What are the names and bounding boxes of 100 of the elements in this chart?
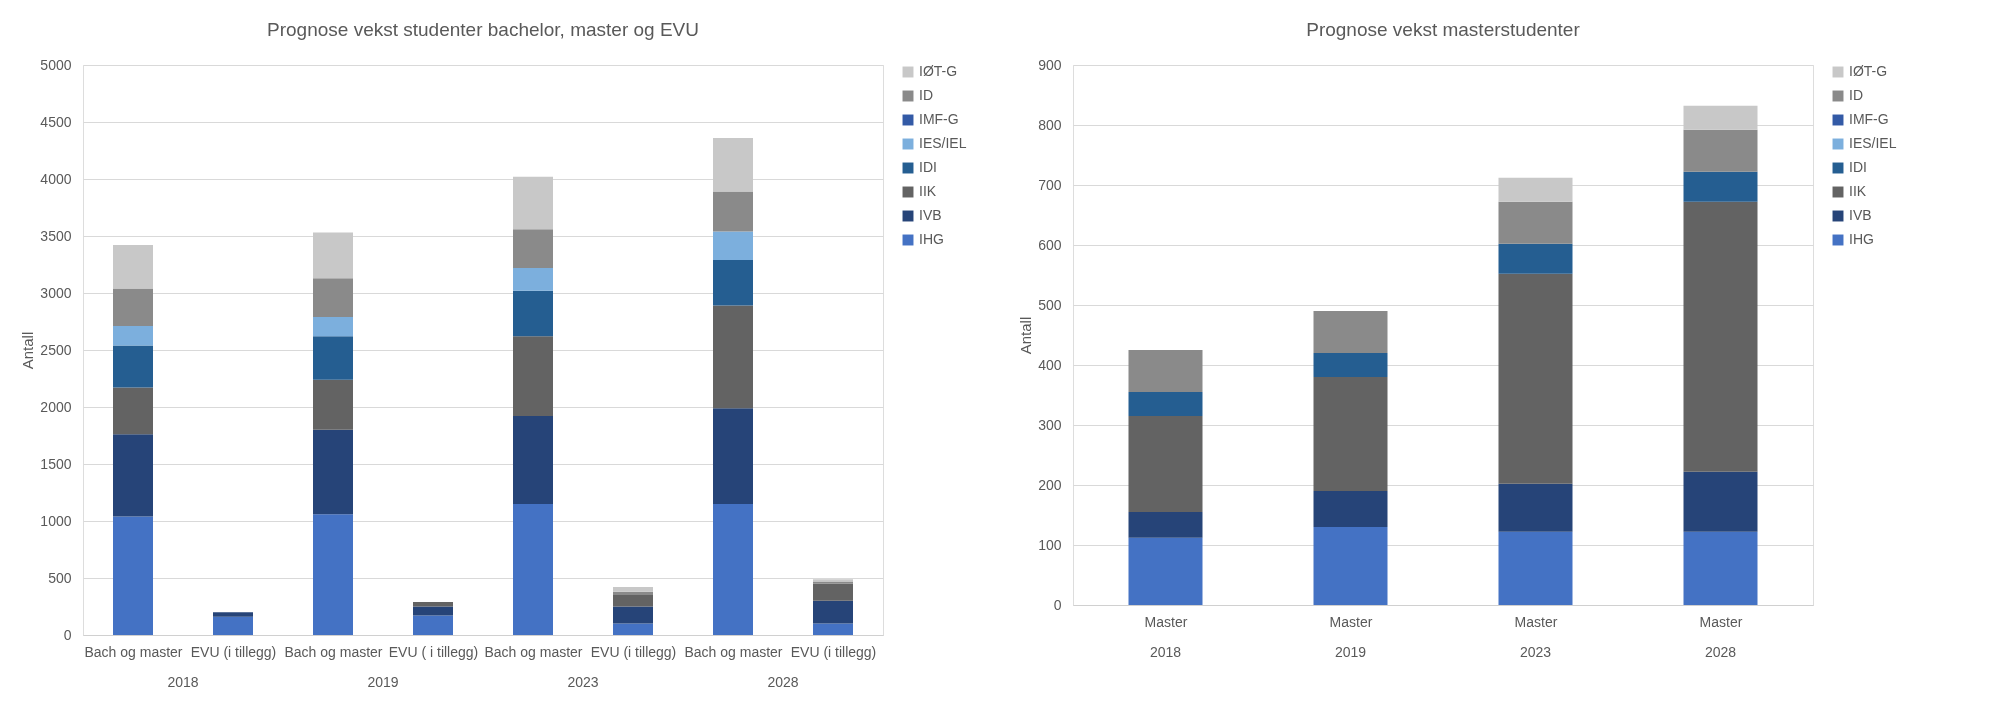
legend-label: IVB (919, 207, 942, 223)
bar (713, 305, 753, 409)
y-tick-label: 300 (1038, 416, 1062, 433)
bar (413, 606, 453, 616)
y-tick-label: 700 (1038, 176, 1062, 193)
legend-label: IVB (1849, 207, 1872, 223)
text: 2028 (767, 674, 799, 690)
bar (613, 623, 653, 635)
bar (513, 416, 553, 504)
legend-label: IDI (1849, 159, 1867, 175)
x-tick-label: Bach og master (84, 643, 183, 660)
legend-label: IIK (919, 183, 937, 199)
bar (113, 345, 153, 388)
legend-label: IES/IEL (919, 135, 967, 151)
bar (713, 137, 753, 192)
x-tick-label: Master (1329, 613, 1373, 630)
bar (313, 514, 353, 635)
y-tick-label: 800 (1038, 116, 1062, 133)
x-tick-label: Master (1144, 613, 1188, 630)
legend-label: IDI (919, 159, 937, 175)
y-tick-label: 100 (1038, 536, 1062, 553)
y-tick-label: 200 (1038, 476, 1062, 493)
bar (1498, 177, 1573, 202)
bar (713, 408, 753, 504)
y-tick-label: 0 (63, 626, 72, 643)
bar (513, 176, 553, 230)
bar (513, 503, 553, 635)
bar (613, 587, 653, 592)
bar (1128, 537, 1203, 605)
bar (1128, 512, 1203, 538)
legend-label: ID (1849, 87, 1863, 103)
x-tick-label: EVU (i tillegg) (190, 643, 277, 660)
legend-label: IØT-G (919, 63, 958, 79)
x-tick-label: EVU ( i tillegg) (388, 643, 479, 660)
y-axis-title: Antall (19, 331, 37, 370)
y-tick-label: 1000 (40, 512, 72, 529)
legend-label: IIK (1849, 183, 1867, 199)
bar (113, 288, 153, 327)
bar (813, 583, 853, 601)
text: 2019 (367, 674, 399, 690)
x-tick-label: Master (1514, 613, 1558, 630)
y-axis-title: Antall (1017, 316, 1035, 355)
legend-label: IHG (1849, 231, 1874, 247)
legend-label: IMF-G (919, 111, 959, 127)
bar (813, 623, 853, 635)
bar (1313, 491, 1388, 527)
text: 2023 (1519, 644, 1552, 660)
text: 2018 (1149, 644, 1182, 660)
y-tick-label: 500 (48, 569, 72, 586)
legend-label: IES/IEL (1849, 135, 1897, 151)
y-tick-label: 0 (1053, 596, 1062, 613)
bar (213, 616, 253, 635)
bar (113, 245, 153, 289)
bar (313, 278, 353, 317)
bar (613, 595, 653, 607)
legend-label: IHG (919, 231, 944, 247)
bar (313, 429, 353, 515)
bar (1498, 531, 1573, 605)
legend-label: IMF-G (1849, 111, 1889, 127)
bar (413, 601, 453, 607)
y-tick-label: 1500 (40, 455, 72, 472)
bar (413, 615, 453, 635)
bar (1683, 171, 1758, 202)
x-tick-label: Master (1699, 613, 1743, 630)
bar (1683, 129, 1758, 172)
bar (113, 434, 153, 517)
x-tick-label: EVU (i tillegg) (590, 643, 677, 660)
x-tick-label: Bach og master (284, 643, 383, 660)
bar (1498, 201, 1573, 244)
bar (313, 379, 353, 430)
bar (713, 503, 753, 635)
bar (1313, 527, 1388, 605)
x-tick-label: Bach og master (484, 643, 583, 660)
x-tick-label: EVU (i tillegg) (790, 643, 877, 660)
bar (313, 232, 353, 279)
bar (513, 290, 553, 337)
bar (513, 229, 553, 268)
bar (1313, 311, 1388, 353)
bar (513, 267, 553, 291)
text: 2018 (167, 674, 199, 690)
y-tick-label: 4000 (40, 170, 72, 187)
bar (1683, 105, 1758, 130)
bar (1498, 483, 1573, 532)
chart-title: Prognose vekst studenter bachelor, master og EVU (267, 19, 699, 40)
bar (1128, 350, 1203, 392)
bar (713, 259, 753, 306)
bar (113, 326, 153, 346)
y-tick-label: 4500 (40, 113, 72, 130)
bar (1128, 392, 1203, 416)
legend-label: IØT-G (1849, 63, 1888, 79)
bar (213, 612, 253, 617)
text: 2023 (567, 674, 599, 690)
bar (1683, 531, 1758, 605)
bar (113, 516, 153, 635)
bar (1313, 377, 1388, 491)
bar (1683, 471, 1758, 532)
y-tick-label: 500 (1038, 296, 1062, 313)
bar (613, 606, 653, 624)
bar (1313, 353, 1388, 377)
y-tick-label: 900 (1038, 56, 1062, 73)
